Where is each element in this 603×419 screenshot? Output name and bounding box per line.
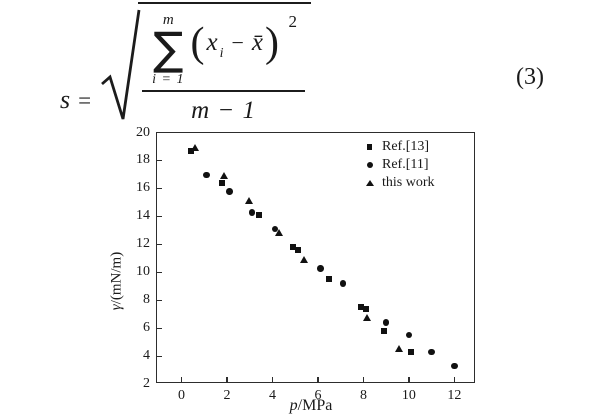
x-tick-label: 10 [401, 388, 416, 403]
summation: m ∑ i = 1 [152, 13, 184, 87]
radical-sign [101, 9, 141, 120]
squared-difference-expression: ( x i − x̄ ) 2 [190, 12, 297, 78]
data-point [226, 188, 233, 195]
triangle-marker-icon [363, 180, 376, 186]
legend-item-ref13: Ref.[13] [363, 138, 435, 156]
square-marker-icon [363, 144, 376, 150]
x-axis-units: /MPa [297, 397, 333, 414]
y-tick [157, 299, 162, 301]
data-point [219, 180, 226, 187]
equation-std-deviation: s = m ∑ i = 1 ( x i − x̄ ) 2 [60, 2, 311, 125]
x-tick [226, 377, 228, 382]
y-tick-label: 12 [136, 236, 150, 252]
data-point [255, 212, 262, 219]
mean-variable: x̄ [251, 29, 263, 57]
equation-lhs: s = [60, 84, 100, 114]
y-tick-label: 8 [143, 291, 150, 307]
y-tick [157, 160, 162, 162]
data-point [274, 229, 283, 237]
y-tick [157, 216, 162, 218]
variable-s: s [60, 84, 71, 114]
x-tick-label: 0 [178, 388, 186, 403]
y-tick [157, 188, 162, 190]
legend: Ref.[13] Ref.[11] this work [363, 138, 435, 192]
x-tick-label: 2 [223, 388, 231, 403]
minus-sign: − [231, 29, 244, 55]
legend-item-ref11: Ref.[11] [363, 156, 435, 174]
data-point [380, 328, 387, 334]
y-tick-label: 14 [136, 208, 150, 224]
data-point [203, 171, 210, 179]
sum-lower-limit: i = 1 [152, 71, 185, 87]
y-tick [157, 355, 162, 357]
x-tick-label: 12 [447, 388, 462, 403]
legend-label: Ref.[11] [382, 157, 429, 172]
data-point [382, 319, 390, 326]
y-tick-label: 10 [136, 263, 150, 279]
sigma-symbol: ∑ [153, 22, 184, 75]
subscript-i: i [219, 45, 224, 61]
data-point [363, 314, 372, 322]
legend-label: this work [382, 175, 435, 190]
data-point [428, 348, 435, 356]
data-point [317, 265, 324, 272]
data-point [451, 362, 458, 370]
y-tick-label: 4 [143, 347, 150, 363]
data-point [299, 255, 308, 263]
x-tick [408, 377, 410, 382]
x-tick-label: 6 [314, 388, 322, 403]
data-point [395, 345, 404, 353]
data-point [271, 225, 279, 233]
x-axis-title: p/MPa [290, 397, 333, 415]
data-point [248, 209, 256, 216]
open-paren: ( [190, 19, 205, 66]
x-tick [362, 377, 365, 382]
data-point [326, 276, 333, 283]
legend-label: Ref.[13] [382, 139, 430, 154]
data-point [294, 247, 301, 254]
data-point [405, 331, 413, 339]
data-point [190, 144, 199, 152]
data-point [339, 280, 347, 287]
y-tick [157, 243, 162, 246]
circle-marker-icon [363, 162, 376, 168]
y-tick-label: 18 [136, 152, 150, 168]
x-tick [180, 377, 183, 382]
data-point [358, 304, 365, 311]
x-tick [317, 377, 319, 382]
data-point [245, 197, 254, 205]
data-point [408, 348, 415, 355]
y-tick-label: 6 [143, 319, 150, 335]
x-tick [271, 377, 274, 382]
equation-denominator: m − 1 [191, 96, 257, 124]
equation-number: (3) [516, 64, 544, 90]
sum-upper-limit: m [162, 12, 174, 28]
y-tick [157, 327, 162, 329]
y-tick [157, 271, 162, 274]
x-tick [453, 377, 455, 382]
legend-item-this-work: this work [363, 174, 435, 192]
data-point [220, 172, 229, 180]
exponent-2: 2 [288, 11, 297, 31]
data-point [289, 244, 296, 251]
scatter-plot-area: Ref.[13] Ref.[11] this work 0 2 4 6 8 10 12 2 4 6… [136, 125, 475, 403]
data-point [187, 148, 194, 155]
y-tick-label: 16 [136, 180, 150, 196]
close-paren: ) [264, 19, 279, 66]
x-tick-label: 8 [359, 388, 367, 403]
y-tick-label: 2 [143, 375, 150, 391]
radicand: m ∑ i = 1 ( x i − x̄ ) 2 m − 1 [138, 2, 311, 125]
equation-numerator: m ∑ i = 1 ( x i − x̄ ) 2 [142, 12, 305, 92]
y-tick-label: 20 [136, 124, 150, 140]
variable-x: x [206, 29, 218, 57]
x-tick-label: 4 [269, 388, 276, 403]
equals-sign: = [78, 87, 92, 113]
p-symbol: p [289, 397, 298, 414]
data-point [362, 305, 369, 312]
